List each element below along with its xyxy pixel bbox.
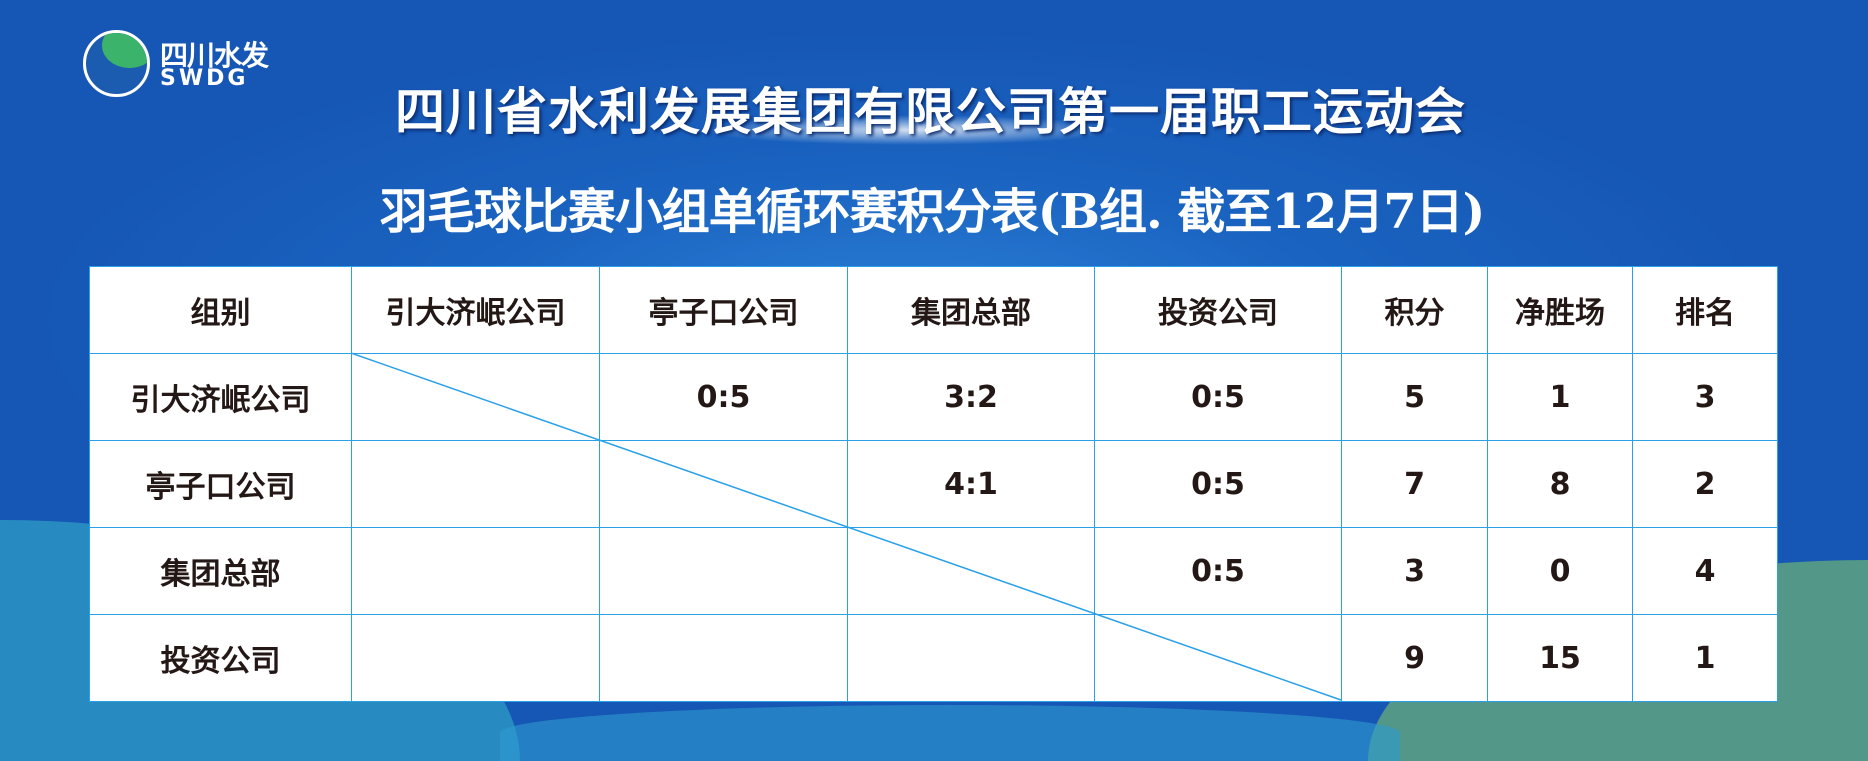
table-row: 引大济岷公司 0:5 3:2 0:5 5 1 3 [89,353,1778,441]
logo-en: SWDG [160,66,249,91]
score-cell [599,614,848,702]
table-row: 集团总部 0:5 3 0 4 [89,527,1778,615]
header-cell: 亭子口公司 [599,266,848,354]
net-wins-cell: 15 [1487,614,1633,702]
header-cell: 投资公司 [1094,266,1342,354]
net-wins-cell: 8 [1487,440,1633,528]
page-title: 四川省水利发展集团有限公司第一届职工运动会 [395,83,1466,141]
net-wins-cell: 0 [1487,527,1633,615]
standings-table: 组别 引大济岷公司 亭子口公司 集团总部 投资公司 积分 净胜场 排名 引大济岷… [89,266,1778,702]
header-cell: 排名 [1632,266,1778,354]
table-header-row: 组别 引大济岷公司 亭子口公司 集团总部 投资公司 积分 净胜场 排名 [89,266,1778,354]
score-cell [599,527,848,615]
header-cell: 组别 [89,266,352,354]
logo-icon [83,30,150,97]
header-cell: 引大济岷公司 [351,266,600,354]
table-row: 投资公司 9 15 1 [89,614,1778,702]
title-glow [700,115,1120,145]
team-name: 集团总部 [89,527,352,615]
table-row: 亭子口公司 4:1 0:5 7 8 2 [89,440,1778,528]
score-cell [1094,614,1342,702]
score-cell [351,614,600,702]
score-cell: 3:2 [847,353,1095,441]
rank-cell: 1 [1632,614,1778,702]
team-name: 投资公司 [89,614,352,702]
page-subtitle: 羽毛球比赛小组单循环赛积分表(B组. 截至12月7日) [379,184,1486,240]
score-cell [847,527,1095,615]
score-cell: 0:5 [1094,527,1342,615]
rank-cell: 4 [1632,527,1778,615]
points-cell: 5 [1341,353,1488,441]
header-cell: 净胜场 [1487,266,1633,354]
points-cell: 7 [1341,440,1488,528]
logo-cn: 四川水发 [160,39,269,72]
bg-wave-bottom [500,705,1400,761]
header-cell: 积分 [1341,266,1488,354]
points-cell: 3 [1341,527,1488,615]
score-cell [847,614,1095,702]
header-cell: 集团总部 [847,266,1095,354]
net-wins-cell: 1 [1487,353,1633,441]
score-cell [351,353,600,441]
score-cell [599,440,848,528]
rank-cell: 3 [1632,353,1778,441]
team-name: 引大济岷公司 [89,353,352,441]
score-cell [351,527,600,615]
rank-cell: 2 [1632,440,1778,528]
team-name: 亭子口公司 [89,440,352,528]
score-cell: 0:5 [1094,353,1342,441]
score-cell: 0:5 [599,353,848,441]
score-cell: 0:5 [1094,440,1342,528]
score-cell: 4:1 [847,440,1095,528]
points-cell: 9 [1341,614,1488,702]
score-cell [351,440,600,528]
